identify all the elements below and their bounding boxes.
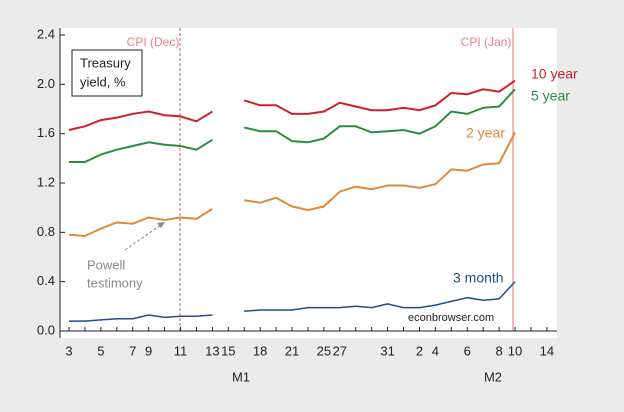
series-line	[69, 88, 516, 163]
x-tick-label: 9	[145, 343, 152, 358]
y-tick-label: 0.0	[37, 322, 55, 337]
y-tick-label: 0.4	[37, 273, 55, 288]
cpi-jan-label: CPI (Jan)	[461, 35, 512, 49]
x-tick-label: 6	[464, 343, 471, 358]
x-tick-label: 14	[540, 343, 554, 358]
series-line	[68, 131, 516, 238]
x-tick-label: 11	[174, 343, 188, 358]
x-tick-label: 31	[380, 343, 394, 358]
series-line	[69, 281, 516, 322]
month-label: M2	[484, 369, 502, 384]
arrow-head	[157, 222, 165, 228]
box-text: yield, %	[80, 74, 126, 89]
y-tick-label: 0.8	[37, 224, 55, 239]
y-tick-label: 2.4	[37, 26, 55, 41]
x-tick-label: 8	[495, 343, 502, 358]
y-tick-label: 1.2	[37, 174, 55, 189]
x-tick-label: 4	[432, 343, 439, 358]
x-tick-label: 10	[508, 343, 522, 358]
x-tick-label: 7	[129, 343, 136, 358]
y-tick-label: 1.6	[37, 125, 55, 140]
x-tick-label: 15	[221, 343, 235, 358]
powell-text: Powell	[87, 257, 125, 272]
x-tick-label: 27	[333, 343, 347, 358]
arrow	[124, 221, 166, 251]
series-label: 3 month	[453, 270, 504, 286]
box-text: Treasury	[80, 55, 131, 70]
y-tick-label: 2.0	[37, 76, 55, 91]
series-label: 2 year	[466, 125, 505, 141]
label-box	[71, 49, 143, 97]
source: econbrowser.com	[408, 312, 494, 324]
x-tick-label: 5	[97, 343, 104, 358]
month-label: M1	[232, 369, 250, 384]
x-tick-label: 25	[317, 343, 331, 358]
x-tick-label: 2	[416, 343, 423, 358]
series-label: 10 year	[531, 66, 578, 82]
x-tick-label: 21	[285, 343, 299, 358]
series-line	[68, 79, 516, 131]
cpi-dec-label: CPI (Dec)	[127, 35, 180, 49]
x-tick-label: 3	[65, 343, 72, 358]
series-label: 5 year	[531, 88, 570, 104]
powell-text: testimony	[87, 275, 143, 290]
x-tick-label: 13	[205, 343, 219, 358]
plot-area	[60, 28, 557, 338]
x-tick-label: 18	[253, 343, 267, 358]
